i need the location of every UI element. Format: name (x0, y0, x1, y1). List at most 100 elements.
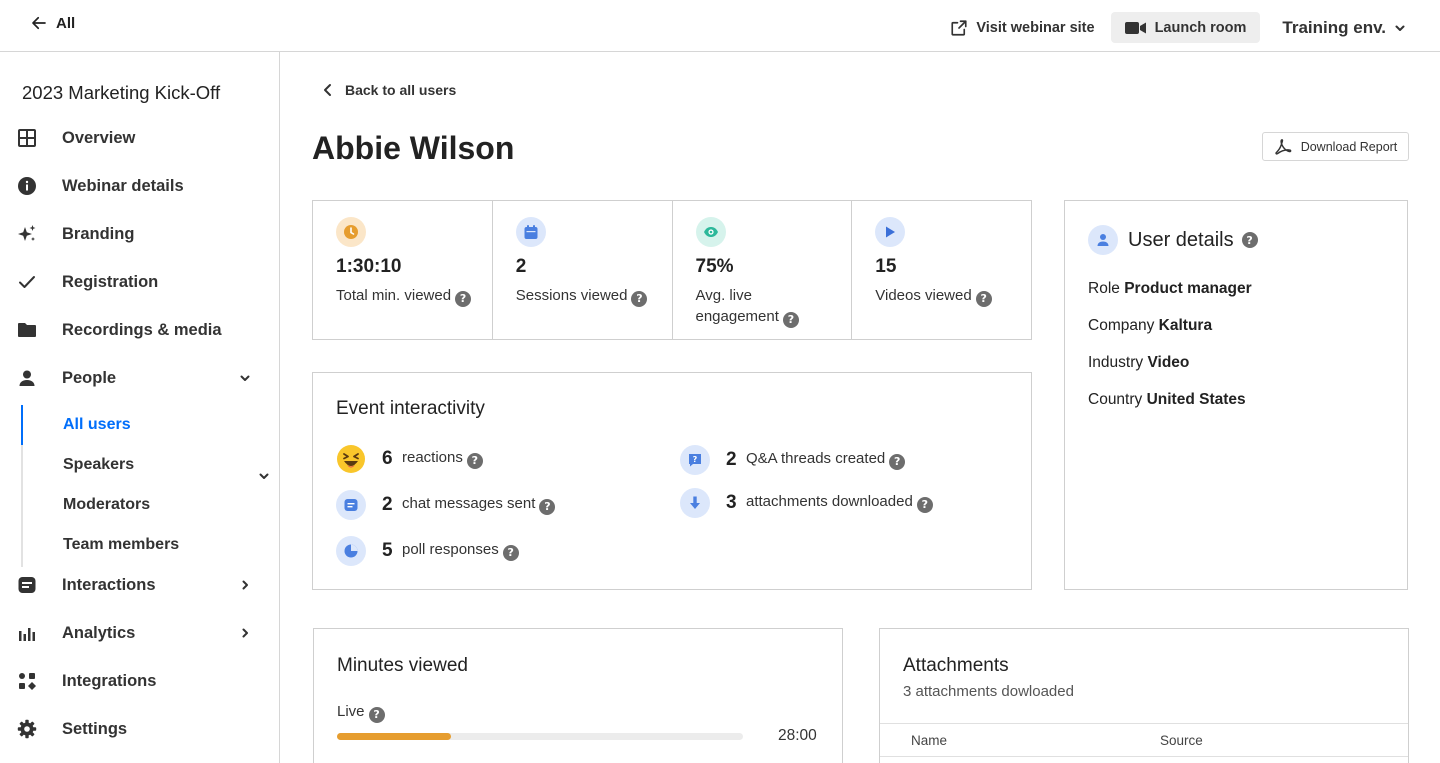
help-icon[interactable]: ? (539, 498, 556, 515)
user-detail-country: Country United States (1088, 391, 1246, 408)
stats-panel: 1:30:10 Total min. viewed? 2 Sessions vi… (312, 200, 1032, 340)
top-bar: All Visit webinar site Launch room Train… (0, 0, 1440, 52)
chevron-down-icon[interactable] (258, 470, 270, 482)
stat-label: Videos viewed? (875, 285, 1025, 307)
interactivity-count: 3 (726, 492, 737, 513)
user-detail-role: Role Product manager (1088, 280, 1252, 297)
help-icon[interactable]: ? (782, 311, 799, 328)
interactivity-reactions: 6 reactions? (336, 444, 483, 474)
launch-room-button[interactable]: Launch room (1110, 12, 1261, 43)
interactivity-count: 2 (726, 449, 737, 470)
apps-icon (16, 670, 38, 692)
sidebar-item-label: Interactions (62, 575, 156, 594)
download-report-button[interactable]: Download Report (1262, 132, 1409, 161)
question-bubble-icon: ? (680, 445, 710, 475)
stat-total-minutes: 1:30:10 Total min. viewed? (313, 201, 493, 339)
external-link-icon (951, 19, 967, 36)
bar-chart-icon (16, 622, 38, 644)
visit-webinar-site-label: Visit webinar site (976, 19, 1095, 36)
help-icon[interactable]: ? (631, 290, 648, 307)
main-content: Back to all users Abbie Wilson Download … (281, 52, 1440, 763)
user-detail-industry: Industry Video (1088, 354, 1190, 371)
play-icon (875, 217, 906, 247)
help-icon[interactable]: ? (502, 544, 519, 561)
stat-avg-engagement: 75% Avg. live engagement? (673, 201, 853, 339)
help-icon[interactable]: ? (916, 496, 933, 513)
sidebar-item-label: Webinar details (62, 176, 184, 195)
sub-item-all-users[interactable]: All users (63, 416, 131, 433)
interactivity-count: 5 (382, 540, 393, 561)
interactivity-label: poll responses? (402, 541, 519, 561)
sidebar-item-label: Branding (62, 224, 135, 243)
sidebar-item-label: Settings (62, 719, 128, 738)
submenu-active-indicator (21, 405, 23, 445)
sub-item-team-members[interactable]: Team members (63, 536, 180, 553)
stat-value: 75% (695, 256, 734, 277)
event-title: 2023 Marketing Kick-Off (22, 82, 221, 103)
stat-value: 1:30:10 (336, 256, 402, 277)
attachments-subtitle: 3 attachments dowloaded (903, 683, 1074, 700)
sidebar-item-overview[interactable]: Overview (0, 118, 279, 158)
chevron-down-icon (1395, 25, 1405, 31)
stat-value: 15 (875, 256, 897, 277)
sidebar-item-branding[interactable]: Branding (0, 214, 279, 254)
download-report-label: Download Report (1300, 139, 1398, 154)
panel-title: Event interactivity (336, 398, 485, 419)
live-progress-bar (337, 733, 743, 740)
interactivity-label: attachments downloaded? (746, 493, 933, 513)
attachments-panel: Attachments 3 attachments dowloaded Name… (879, 628, 1409, 763)
stat-sessions-viewed: 2 Sessions viewed? (493, 201, 673, 339)
visit-webinar-site-link[interactable]: Visit webinar site (950, 19, 1095, 37)
column-header-source[interactable]: Source (1160, 733, 1203, 748)
sidebar-item-label: Integrations (62, 671, 157, 690)
attachments-table-header: Name Source (880, 723, 1408, 757)
chat-bubble-icon (336, 490, 366, 520)
environment-label: Training env. (1282, 17, 1386, 37)
sidebar-item-integrations[interactable]: Integrations (0, 661, 279, 701)
interactivity-count: 2 (382, 494, 393, 515)
video-camera-icon (1124, 21, 1146, 34)
pie-icon (336, 536, 366, 566)
info-icon (16, 175, 38, 197)
environment-select[interactable]: Training env. (1282, 18, 1406, 38)
calendar-icon (515, 217, 546, 247)
help-icon[interactable]: ? (1241, 232, 1258, 248)
help-icon[interactable]: ? (975, 290, 992, 307)
sidebar-item-label: People (62, 368, 117, 387)
sidebar-item-recordings-media[interactable]: Recordings & media (0, 310, 279, 350)
sidebar-item-label: Registration (62, 272, 159, 291)
sidebar-item-people[interactable]: People (0, 358, 279, 398)
event-interactivity-panel: Event interactivity 6 reactions? 2 chat … (312, 372, 1032, 590)
back-to-all-link[interactable]: All (30, 14, 75, 32)
sidebar-item-registration[interactable]: Registration (0, 262, 279, 302)
help-icon[interactable]: ? (368, 706, 385, 723)
minutes-viewed-panel: Minutes viewed Live? 28:00 (313, 628, 843, 763)
sidebar-item-settings[interactable]: Settings (0, 709, 279, 749)
interactivity-label: reactions? (402, 449, 483, 469)
sidebar-item-interactions[interactable]: Interactions (0, 565, 279, 605)
panel-title: User details (1128, 228, 1234, 251)
arrow-left-icon (32, 16, 46, 30)
sparkle-icon (16, 223, 38, 245)
user-details-panel: User details ? Role Product manager Comp… (1064, 200, 1408, 590)
submenu-track (21, 405, 23, 567)
interactivity-label: chat messages sent? (402, 495, 556, 515)
help-icon[interactable]: ? (455, 290, 472, 307)
chevron-right-icon (242, 580, 248, 590)
sub-item-speakers[interactable]: Speakers (63, 456, 135, 473)
stat-label: Total min. viewed? (336, 285, 486, 307)
back-to-all-users-link[interactable]: Back to all users (321, 82, 456, 98)
person-icon (1088, 225, 1118, 255)
sidebar-item-webinar-details[interactable]: Webinar details (0, 166, 279, 206)
interactivity-count: 6 (382, 448, 393, 469)
sidebar-item-label: Overview (62, 128, 136, 147)
column-header-name[interactable]: Name (911, 733, 948, 748)
stat-videos-viewed: 15 Videos viewed? (852, 201, 1031, 339)
pdf-icon (1275, 138, 1292, 155)
page-title: Abbie Wilson (312, 130, 515, 166)
sub-item-moderators[interactable]: Moderators (63, 496, 151, 513)
sidebar-item-analytics[interactable]: Analytics (0, 613, 279, 653)
help-icon[interactable]: ? (466, 452, 483, 469)
clock-icon (336, 217, 366, 247)
help-icon[interactable]: ? (889, 453, 906, 470)
